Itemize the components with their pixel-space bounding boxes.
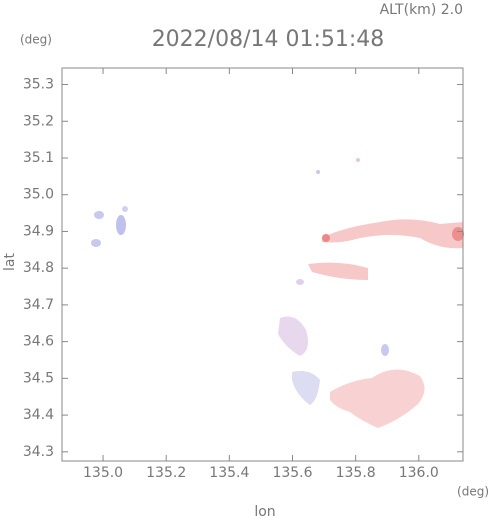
- y-tick-label: 34.7: [23, 297, 54, 313]
- x-tick-label: 136.0: [399, 465, 439, 481]
- plot-frame: [61, 67, 464, 462]
- echo: [91, 239, 101, 247]
- y-tick-label: 35.1: [23, 150, 54, 166]
- y-tick-label: 35.0: [23, 187, 54, 203]
- x-tick-label: 135.2: [146, 465, 186, 481]
- echo: [94, 211, 104, 219]
- echo: [330, 369, 425, 428]
- y-tick-label: 34.4: [23, 407, 54, 423]
- y-tick-label: 34.9: [23, 223, 54, 239]
- echo: [356, 158, 360, 162]
- y-axis-label: lat: [2, 253, 18, 271]
- echoes: [91, 158, 464, 428]
- x-tick-label: 135.0: [83, 465, 123, 481]
- y-tick-label: 34.6: [23, 334, 54, 350]
- x-axis-label: lon: [254, 504, 275, 520]
- x-unit: (deg): [457, 485, 489, 499]
- echo: [322, 219, 463, 249]
- echo: [122, 206, 128, 212]
- chart-title: 2022/08/14 01:51:48: [152, 27, 385, 52]
- y-unit: (deg): [20, 33, 52, 47]
- y-tick-label: 35.3: [23, 77, 54, 93]
- x-tick-label: 135.8: [336, 465, 376, 481]
- y-tick-label: 34.5: [23, 370, 54, 386]
- echo: [452, 227, 464, 241]
- x-tick-label: 135.6: [272, 465, 312, 481]
- echo: [322, 234, 330, 242]
- echo: [116, 215, 126, 235]
- y-tick-label: 34.8: [23, 260, 54, 276]
- echo: [292, 371, 320, 405]
- altitude-label: ALT(km) 2.0: [380, 2, 463, 18]
- echo: [296, 279, 304, 285]
- echo: [278, 316, 308, 356]
- y-tick-label: 35.2: [23, 113, 54, 129]
- echo: [316, 170, 320, 174]
- x-tick-label: 135.4: [209, 465, 249, 481]
- echo: [308, 262, 368, 280]
- y-tick-label: 34.3: [23, 444, 54, 460]
- echo: [381, 344, 389, 356]
